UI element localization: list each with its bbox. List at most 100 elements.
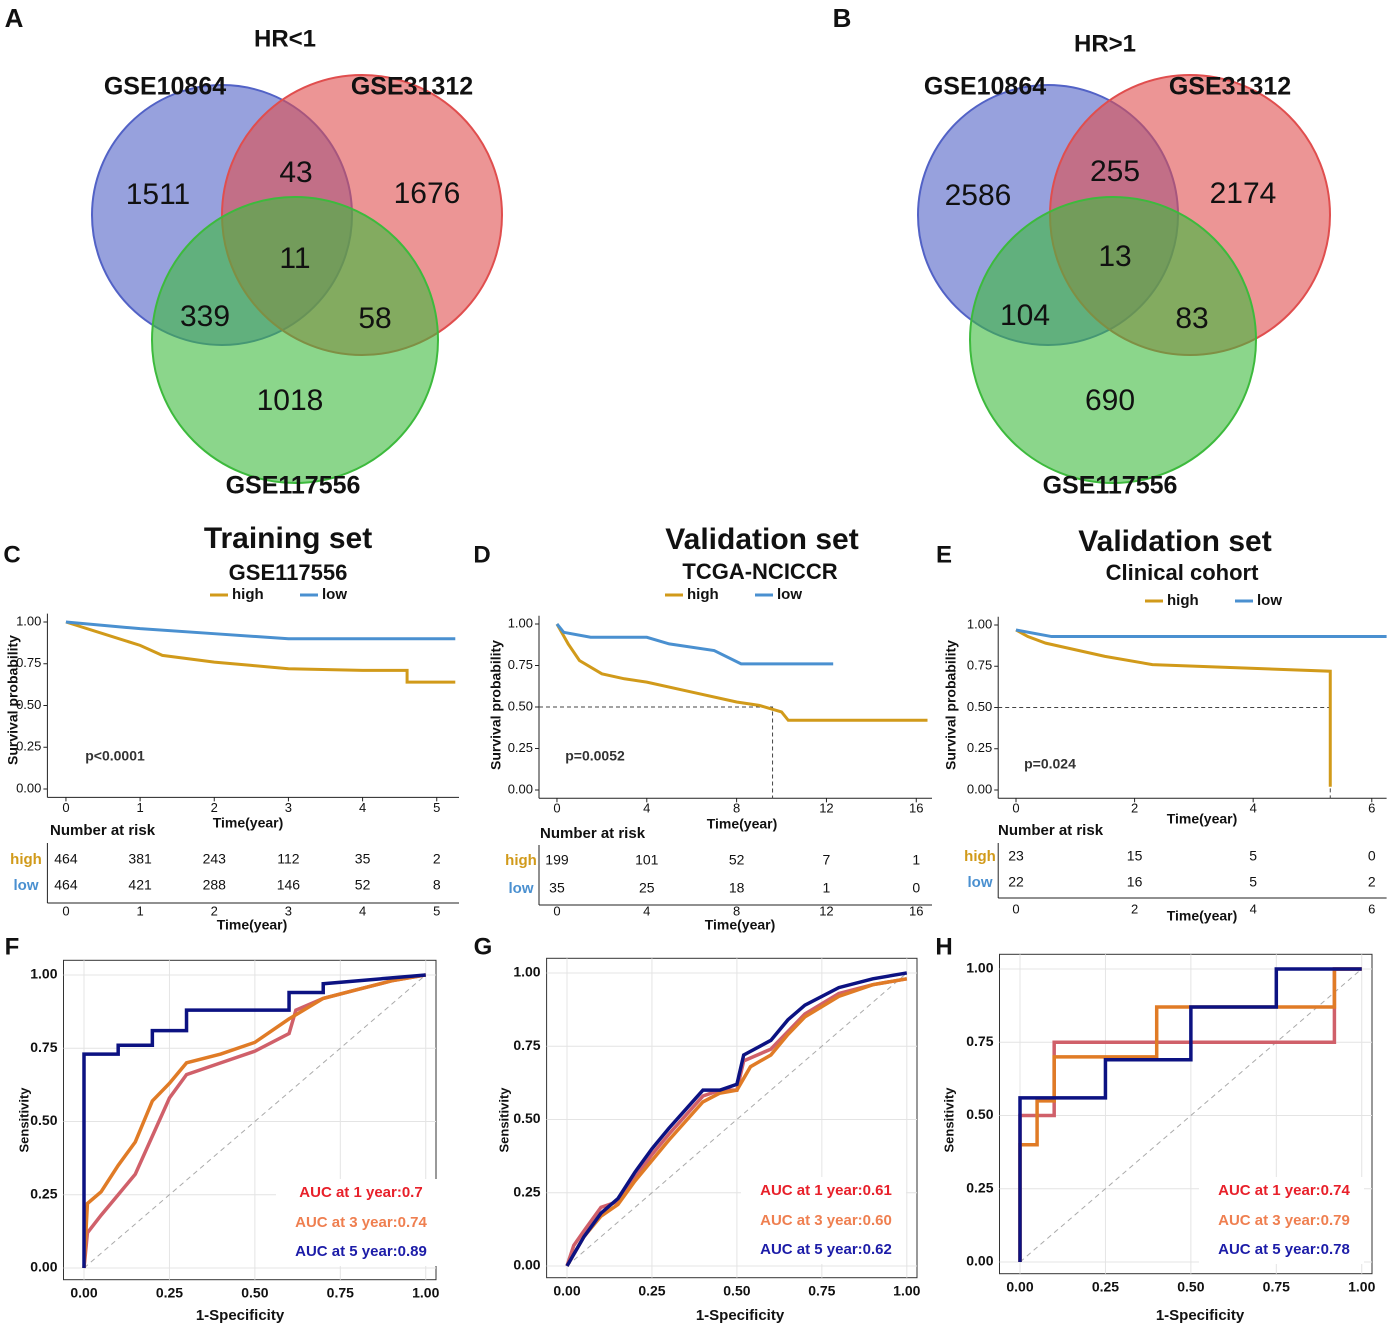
y-tick-label: 0.25 — [966, 1179, 993, 1195]
risk-count: 18 — [729, 880, 745, 896]
median-line — [539, 706, 774, 799]
y-tick-label: 0.25 — [16, 739, 41, 754]
curve — [1015, 628, 1387, 639]
x-axis-label: Time(year) — [213, 815, 284, 831]
x-tick-label: 1.00 — [1348, 1278, 1375, 1294]
x-tick-label: 0.00 — [553, 1282, 580, 1298]
set-label: GSE31312 — [351, 73, 473, 101]
risk-count: 1 — [823, 880, 831, 896]
y-tick-label: 0.50 — [966, 1106, 993, 1122]
risk-count: 146 — [277, 877, 301, 893]
legend-label: AUC at 1 year:0.61 — [760, 1182, 892, 1199]
chart-subtitle: Clinical cohort — [1106, 560, 1259, 585]
legend-label: high — [687, 586, 719, 603]
table-x-tick-label: 0 — [553, 903, 560, 918]
table-x-label: Time(year) — [1167, 908, 1238, 924]
risk-row-label: high — [964, 848, 996, 865]
risk-count: 199 — [545, 852, 569, 868]
panel-letter: D — [473, 541, 490, 568]
x-tick-label: 1 — [136, 800, 143, 815]
table-x-tick-label: 6 — [1368, 901, 1375, 916]
legend-label: AUC at 1 year:0.7 — [299, 1184, 422, 1201]
p-value: p<0.0001 — [85, 748, 145, 764]
legend-label: low — [322, 586, 347, 603]
y-tick-label: 0.25 — [30, 1185, 57, 1201]
legend-label: AUC at 3 year:0.79 — [1218, 1212, 1350, 1229]
risk-count: 2 — [1368, 874, 1376, 890]
y-tick-label: 0.75 — [16, 655, 41, 670]
y-tick-label: 1.00 — [508, 615, 533, 630]
x-tick-label: 0.75 — [327, 1284, 354, 1300]
table-x-tick-label: 2 — [1131, 901, 1138, 916]
y-tick-label: 0.75 — [508, 657, 533, 672]
x-tick-label: 0.00 — [70, 1284, 97, 1300]
y-tick-label: 0.50 — [30, 1112, 57, 1128]
x-tick-label: 0.75 — [1263, 1278, 1290, 1294]
x-tick-label: 0.50 — [723, 1282, 750, 1298]
x-tick-label: 0.50 — [1177, 1278, 1204, 1294]
curve — [1015, 628, 1332, 787]
y-axis-label: Sensitivity — [941, 1087, 956, 1153]
y-axis-label: Survival probability — [5, 635, 21, 765]
risk-title: Number at risk — [50, 822, 156, 839]
y-axis-label: Survival probability — [943, 640, 959, 770]
median-line — [998, 707, 1331, 799]
legend-label: AUC at 3 year:0.74 — [295, 1214, 427, 1231]
risk-count: 464 — [54, 877, 78, 893]
legend-label: high — [1167, 592, 1199, 609]
x-axis-label: Time(year) — [707, 816, 778, 832]
x-tick-label: 2 — [1131, 801, 1138, 816]
reference-diagonal — [83, 974, 427, 1269]
risk-count: 0 — [912, 880, 920, 896]
risk-count: 421 — [128, 877, 152, 893]
p-value: p=0.024 — [1024, 756, 1076, 772]
table-x-label: Time(year) — [705, 917, 776, 933]
table-x-tick-label: 4 — [359, 903, 366, 918]
reference-diagonal — [1019, 968, 1363, 1263]
curve — [565, 971, 908, 1267]
curve — [65, 620, 456, 641]
risk-row-label: low — [509, 880, 534, 897]
y-tick-label: 0.75 — [513, 1037, 540, 1053]
risk-count: 7 — [823, 852, 831, 868]
set-label: GSE31312 — [1169, 73, 1291, 101]
y-tick-label: 0.75 — [967, 658, 992, 673]
table-x-tick-label: 0 — [62, 903, 69, 918]
curve — [82, 973, 426, 1268]
curve — [1018, 967, 1362, 1262]
table-x-tick-label: 8 — [733, 903, 740, 918]
y-tick-label: 0.00 — [967, 781, 992, 796]
venn-circle — [969, 196, 1257, 484]
legend-label: AUC at 5 year:0.78 — [1218, 1241, 1350, 1258]
curve — [555, 623, 928, 722]
legend-label: low — [1257, 592, 1282, 609]
x-tick-label: 12 — [819, 801, 833, 816]
x-tick-label: 16 — [909, 801, 923, 816]
y-tick-label: 0.75 — [966, 1033, 993, 1049]
risk-count: 112 — [277, 851, 300, 867]
venn-circle — [151, 196, 439, 484]
risk-count: 25 — [639, 880, 655, 896]
region-count: 1511 — [126, 178, 191, 211]
region-count: 255 — [1090, 155, 1140, 188]
set-label: GSE10864 — [924, 73, 1046, 101]
venn-title: HR>1 — [1074, 30, 1136, 57]
panel-letter: C — [3, 541, 20, 568]
p-value: p=0.0052 — [565, 748, 625, 764]
x-tick-label: 0 — [62, 800, 69, 815]
x-tick-label: 0.50 — [241, 1284, 268, 1300]
chart-title: Validation set — [1078, 525, 1271, 558]
x-tick-label: 4 — [1250, 801, 1257, 816]
chart-subtitle: GSE117556 — [229, 560, 348, 585]
y-tick-label: 1.00 — [967, 616, 992, 631]
y-tick-label: 0.00 — [966, 1253, 993, 1269]
y-tick-label: 0.50 — [513, 1110, 540, 1126]
set-label: GSE117556 — [1043, 472, 1178, 500]
region-count: 83 — [1175, 302, 1208, 335]
panel-letter: H — [935, 933, 952, 960]
risk-count: 5 — [1249, 874, 1257, 890]
risk-row-label: high — [505, 852, 537, 869]
legend-box — [1199, 1177, 1364, 1264]
y-tick-label: 0.00 — [513, 1257, 540, 1273]
risk-count: 243 — [203, 851, 227, 867]
